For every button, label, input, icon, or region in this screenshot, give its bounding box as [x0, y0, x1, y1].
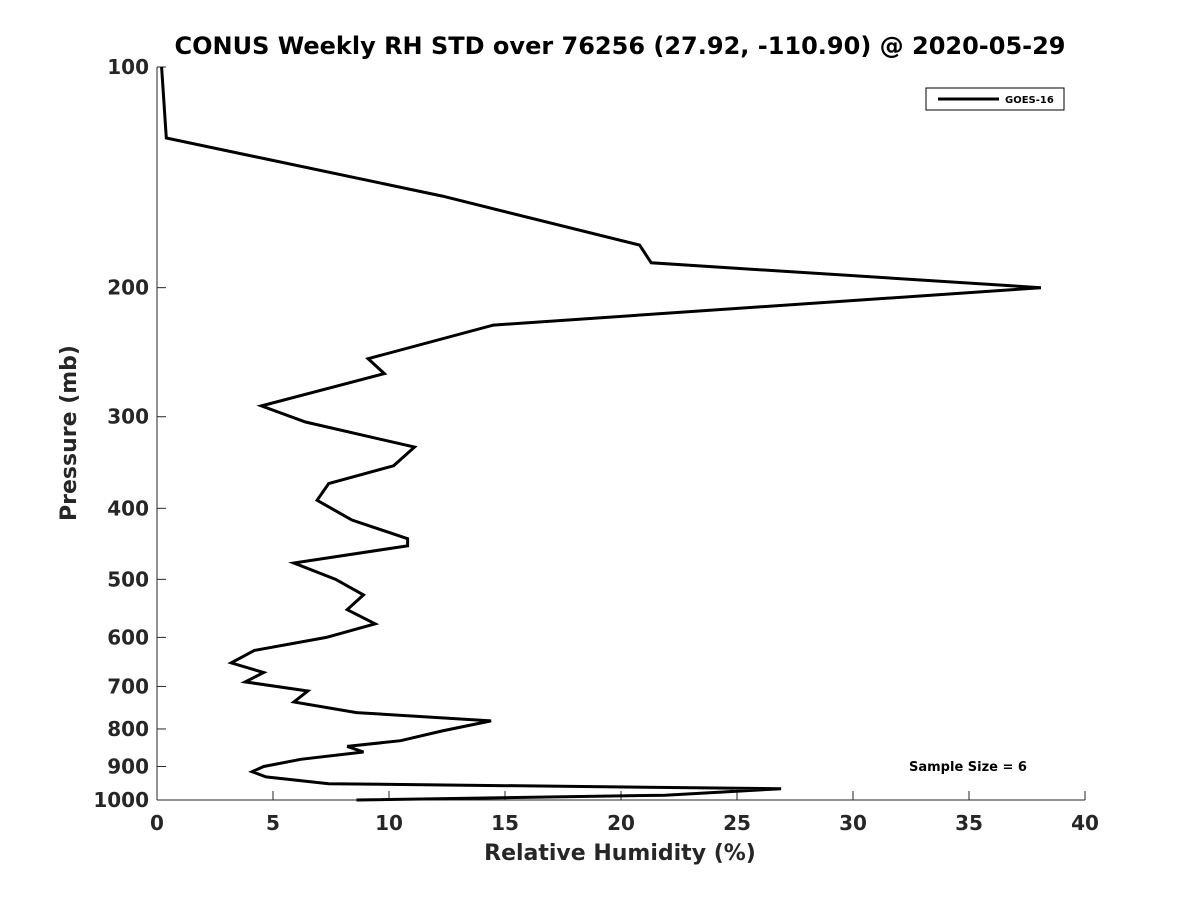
sample-size-annotation: Sample Size = 6 [909, 760, 1027, 775]
x-axis-ticks: 0 5 10 15 20 25 30 35 40 [150, 791, 1099, 835]
x-tick-label: 5 [266, 811, 280, 835]
x-tick-label: 10 [375, 811, 403, 835]
y-axis-label: Pressure (mb) [57, 345, 82, 521]
x-tick-label: 15 [491, 811, 519, 835]
legend: GOES-16 [925, 87, 1065, 111]
x-tick-label: 20 [607, 811, 635, 835]
y-axis-ticks: 100 200 300 400 500 600 700 800 900 1000 [93, 55, 166, 812]
y-tick-label: 500 [107, 567, 149, 591]
chart-title: CONUS Weekly RH STD over 76256 (27.92, -… [174, 32, 1065, 60]
y-tick-label: 400 [107, 496, 149, 520]
y-tick-label: 100 [107, 55, 149, 79]
y-tick-label: 200 [107, 276, 149, 300]
y-tick-label: 1000 [93, 788, 149, 812]
x-tick-label: 35 [955, 811, 983, 835]
x-axis-label: Relative Humidity (%) [484, 841, 756, 866]
x-tick-label: 40 [1071, 811, 1099, 835]
x-tick-label: 30 [839, 811, 867, 835]
x-tick-label: 0 [150, 811, 164, 835]
legend-label-goes-16: GOES-16 [1005, 95, 1054, 106]
y-tick-label: 600 [107, 625, 149, 649]
y-tick-label: 700 [107, 674, 149, 698]
series-layer [160, 66, 1042, 802]
y-tick-label: 900 [107, 754, 149, 778]
y-tick-label: 800 [107, 717, 149, 741]
x-tick-label: 25 [723, 811, 751, 835]
y-tick-label: 300 [107, 405, 149, 429]
series-line-goes-16 [160, 66, 1042, 802]
